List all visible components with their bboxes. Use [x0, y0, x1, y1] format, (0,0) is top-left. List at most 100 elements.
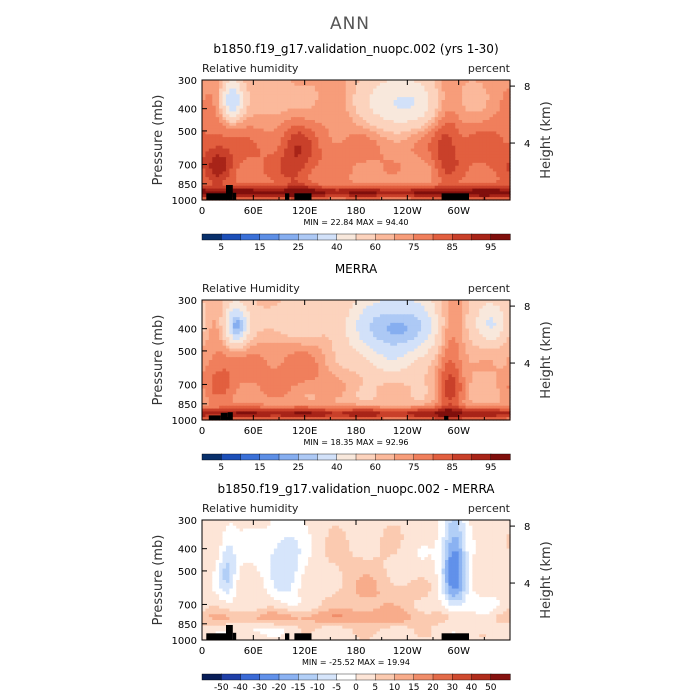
heatmap-cell [434, 82, 439, 87]
heatmap-cell [475, 120, 480, 124]
heatmap-cell [349, 137, 354, 141]
heatmap-cell [397, 88, 402, 93]
heatmap-cell [403, 148, 408, 153]
heatmap-cell [314, 120, 319, 124]
heatmap-cell [468, 97, 473, 101]
colorbar: 5 15 25 40 60 75 85 95 [201, 233, 511, 253]
heatmap-cell [246, 117, 251, 121]
heatmap-cell [386, 137, 391, 141]
heatmap-cell [222, 117, 227, 121]
heatmap-cell [349, 125, 354, 130]
heatmap-cell [503, 108, 508, 113]
heatmap-cell [397, 125, 402, 130]
heatmap-cell [455, 108, 460, 113]
heatmap-cell [246, 142, 251, 147]
heatmap-cell [338, 128, 343, 133]
heatmap-cell [393, 88, 398, 93]
heatmap-cell [373, 111, 378, 115]
heatmap-cell [400, 97, 405, 101]
heatmap-cell [462, 105, 467, 110]
heatmap-cell [290, 151, 295, 155]
heatmap-cell [304, 80, 309, 84]
heatmap-cell [294, 108, 299, 113]
heatmap-cell [492, 145, 497, 150]
heatmap-cell [328, 80, 333, 84]
heatmap-cell [366, 157, 371, 161]
heatmap-cell [421, 125, 426, 130]
heatmap-cell [362, 142, 367, 147]
heatmap-cell [308, 80, 313, 84]
heatmap-cell [451, 122, 456, 127]
heatmap-cell [421, 140, 426, 144]
heatmap-cell [318, 85, 323, 90]
heatmap-cell [455, 94, 460, 98]
heatmap-cell [407, 122, 412, 127]
heatmap-cell [304, 142, 309, 147]
heatmap-cell [301, 140, 306, 144]
heatmap-cell [311, 122, 316, 127]
heatmap-cell [243, 160, 248, 164]
heatmap-cell [362, 122, 367, 127]
heatmap-cell [448, 128, 453, 133]
heatmap-cell [236, 151, 241, 155]
heatmap-cell [236, 157, 241, 161]
heatmap-cell [277, 157, 282, 161]
heatmap-cell [393, 120, 398, 124]
heatmap-cell [219, 120, 224, 124]
heatmap-cell [345, 97, 350, 101]
heatmap-cell [376, 102, 381, 107]
heatmap-cell [376, 140, 381, 144]
heatmap-cell [431, 151, 436, 155]
heatmap-cell [441, 91, 446, 95]
heatmap-cell [246, 97, 251, 101]
heatmap-cell [338, 100, 343, 104]
heatmap-cell [280, 94, 285, 98]
heatmap-cell [441, 97, 446, 101]
heatmap-cell [219, 102, 224, 107]
heatmap-cell [431, 91, 436, 95]
heatmap-cell [246, 148, 251, 153]
heatmap-cell [482, 125, 487, 130]
heatmap-cell [373, 154, 378, 158]
heatmap-cell [311, 131, 316, 135]
heatmap-cell [417, 157, 422, 161]
heatmap-cell [215, 105, 220, 110]
heatmap-cell [205, 160, 210, 164]
heatmap-cell [342, 97, 347, 101]
heatmap-cell [321, 125, 326, 130]
heatmap-cell [352, 134, 357, 138]
heatmap-cell [239, 148, 244, 153]
heatmap-cell [441, 122, 446, 127]
heatmap-cell [328, 114, 333, 118]
heatmap-cell [403, 151, 408, 155]
heatmap-cell [448, 117, 453, 121]
heatmap-cell [335, 131, 340, 135]
heatmap-cell [202, 140, 207, 144]
heatmap-cell [253, 102, 258, 107]
heatmap-cell [465, 128, 470, 133]
colorbar-swatch [240, 233, 261, 241]
heatmap-cell [273, 125, 278, 130]
heatmap-cell [496, 142, 501, 147]
heatmap-cell [232, 100, 237, 104]
heatmap-cell [465, 97, 470, 101]
heatmap-cell [400, 105, 405, 110]
heatmap-cell [499, 80, 504, 84]
heatmap-cell [267, 117, 272, 121]
heatmap-cell [342, 100, 347, 104]
heatmap-cell [301, 94, 306, 98]
heatmap-cell [410, 91, 415, 95]
heatmap-cell [236, 105, 241, 110]
heatmap-cell [236, 91, 241, 95]
heatmap-cell [273, 114, 278, 118]
heatmap-cell [417, 134, 422, 138]
heatmap-cell [212, 131, 217, 135]
heatmap-cell [393, 94, 398, 98]
heatmap-cell [468, 85, 473, 90]
heatmap-cell [352, 102, 357, 107]
heatmap-cell [438, 134, 443, 138]
heatmap-cell [482, 148, 487, 153]
heatmap-cell [427, 134, 432, 138]
heatmap-cell [304, 85, 309, 90]
heatmap-cell [318, 100, 323, 104]
